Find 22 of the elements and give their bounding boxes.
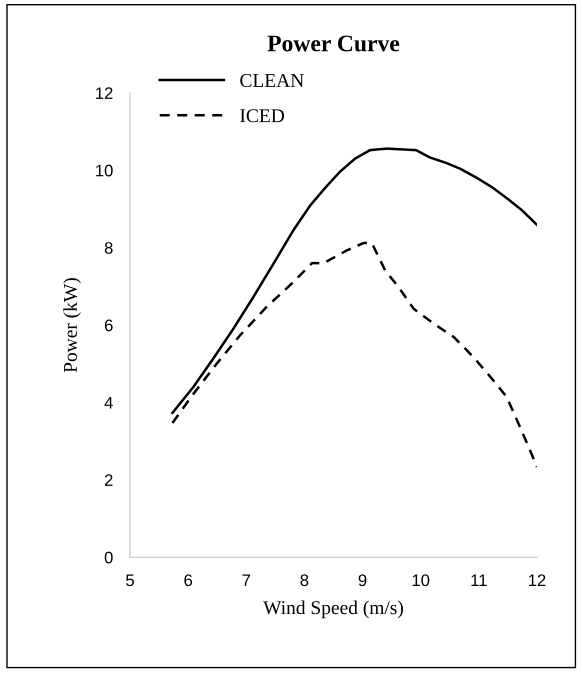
y-tick-label: 4 [104, 397, 113, 408]
x-tick-label: 12 [528, 574, 546, 586]
x-tick-label: 11 [471, 574, 487, 586]
x-tick-label: 9 [358, 574, 366, 586]
chart-title: Power Curve [268, 36, 400, 52]
x-tick-label: 8 [300, 574, 308, 586]
y-tick-label: 10 [96, 164, 113, 176]
x-tick-label: 10 [412, 574, 430, 586]
legend-label: CLEAN [240, 74, 304, 88]
line-series [171, 147, 537, 414]
y-tick-label: 2 [104, 474, 113, 486]
line-series [171, 242, 537, 468]
x-tick-label: 7 [242, 574, 250, 586]
x-tick-label: 6 [184, 574, 192, 586]
y-tick-label: 8 [104, 242, 113, 254]
y-axis-title: Power (kW) [63, 278, 81, 372]
y-tick-label: 6 [104, 319, 113, 332]
y-tick-label: 0 [104, 552, 113, 564]
legend-label: ICED [240, 109, 284, 122]
x-tick-label: 5 [126, 574, 134, 586]
y-tick-label: 12 [96, 87, 113, 99]
x-axis-title: Wind Speed (m/s) [263, 600, 403, 618]
